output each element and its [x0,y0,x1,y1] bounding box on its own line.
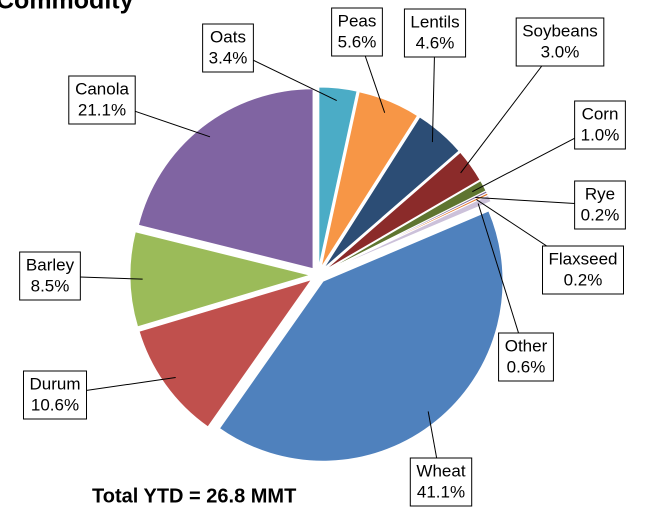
label-name: Lentils [410,12,459,31]
label-value: 1.0% [581,125,620,144]
label-value: 4.6% [416,33,455,52]
label-box [498,332,554,382]
label-box [515,17,605,67]
label-name: Wheat [416,461,465,480]
data-label: Lentils 4.6% [403,8,467,58]
pie-slice [322,116,460,270]
data-label: Flaxseed 0.2% [542,245,624,295]
pie-slice [320,91,419,268]
label-value: 5.6% [338,32,377,51]
label-box [202,23,254,73]
label-box [19,251,81,301]
label-box [68,75,136,125]
label-value: 8.5% [31,276,70,295]
label-value: 3.4% [209,48,248,67]
data-label: Rye 0.2% [574,180,626,230]
label-name: Other [505,336,548,355]
label-name: Barley [26,255,75,274]
slices [129,86,504,462]
label-box [409,457,473,507]
label-value: 0.2% [564,270,603,289]
label-name: Durum [29,374,80,393]
pie-slice [218,210,504,462]
pie-slice [138,278,313,428]
pie-slice [137,88,314,270]
annotation: Total YTD = 26.8 MMT [92,485,296,507]
label-name: Corn [582,104,619,123]
chart-title: Commodity [0,0,134,15]
data-label: Wheat 41.1% [409,457,473,507]
label-box [331,7,383,57]
label-value: 41.1% [417,482,465,501]
data-label: Barley 8.5% [19,251,81,301]
label-name: Soybeans [522,21,598,40]
pie-slice [129,231,312,328]
data-label: Corn 1.0% [574,100,626,150]
label-value: 10.6% [31,395,79,414]
pie-slice [324,151,481,271]
leader-line [477,203,527,358]
label-value: 3.0% [541,42,580,61]
label-box [542,245,624,295]
label-value: 21.1% [78,100,126,119]
label-name: Oats [210,27,246,46]
label-name: Rye [585,184,615,203]
data-label: Durum 10.6% [22,370,88,420]
pie-slice [318,86,358,268]
data-label: Peas 5.6% [331,7,383,57]
label-value: 0.2% [581,205,620,224]
data-label: Oats 3.4% [202,23,254,73]
label-name: Peas [338,11,377,30]
labels: Oats 3.4% Peas 5.6% Lentils 4.6% Soybeans 3.0% C… [19,7,626,507]
data-label: Canola 21.1% [68,75,136,125]
label-name: Canola [75,79,129,98]
data-label: Other 0.6% [498,332,554,382]
label-box [22,370,88,420]
label-name: Flaxseed [549,249,618,268]
label-box [574,180,626,230]
label-box [403,8,467,58]
data-label: Soybeans 3.0% [515,17,605,67]
label-box [574,100,626,150]
label-value: 0.6% [507,357,546,376]
